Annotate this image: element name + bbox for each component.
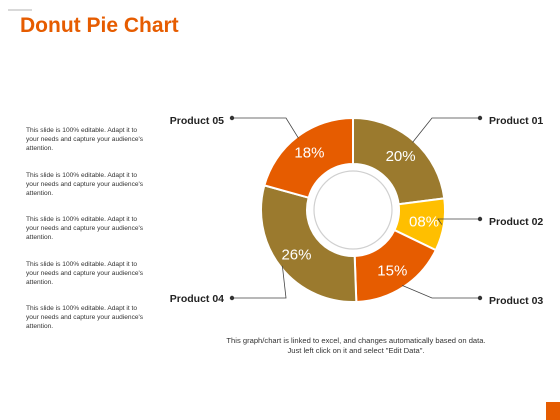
note-text-4: This slide is 100% editable. Adapt it to… [26,260,144,286]
slice-value-product-03: 15% [377,262,407,279]
slice-label-product-03: Product 03 [489,295,543,307]
leader-line-product-02 [437,218,480,225]
note-text-3: This slide is 100% editable. Adapt it to… [26,216,144,241]
note-text-2: This slide is 100% editable. Adapt it to… [26,171,144,197]
leader-dot-product-01 [477,115,483,121]
footer-note: This graph/chart is linked to excel, and… [226,336,486,355]
slice-value-product-02: 08% [409,214,439,231]
inner-ring [313,170,393,250]
notes-column: This slide is 100% editable. Adapt it to… [26,126,150,349]
slice-value-product-05: 18% [294,145,324,162]
leader-dot-product-03 [477,295,483,301]
slice-label-product-02: Product 02 [489,216,543,228]
leader-dot-product-04 [229,295,235,301]
top-accent-line [8,9,32,11]
slice-value-product-01: 20% [386,148,416,165]
slice-product-05 [263,116,354,199]
leader-dot-product-02 [477,216,483,222]
leader-line-product-01 [412,117,480,143]
leader-dot-product-05 [229,115,235,121]
slice-value-product-04: 26% [281,247,311,264]
page-title: Donut Pie Chart [20,14,179,37]
slice-product-04 [260,184,358,303]
slice-label-product-01: Product 01 [489,115,543,127]
leader-line-product-03 [401,285,480,299]
slice-label-product-04: Product 04 [170,293,224,305]
leader-line-product-04 [232,265,287,299]
slice-label-product-05: Product 05 [170,115,224,127]
leader-line-product-05 [232,117,299,139]
note-text-5: This slide is 100% editable. Adapt it to… [26,305,144,330]
corner-accent [546,402,560,420]
note-text-1: This slide is 100% editable. Adapt it to… [26,127,144,152]
slice-product-01 [352,116,446,206]
